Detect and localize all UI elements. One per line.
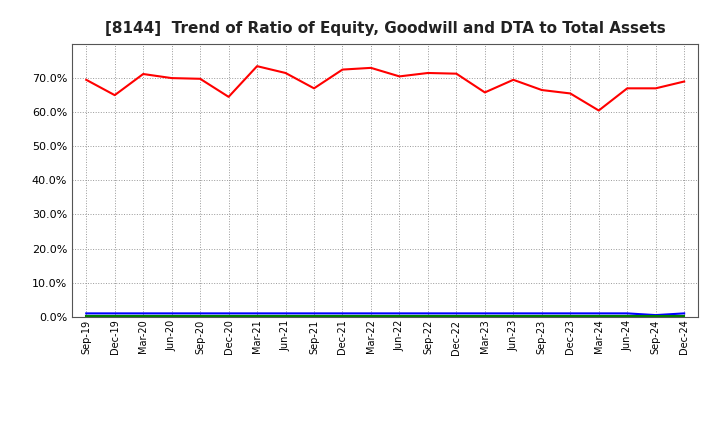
Equity: [225, 94, 233, 99]
Goodwill: [395, 311, 404, 316]
Equity: [139, 71, 148, 77]
Goodwill: [452, 311, 461, 316]
Goodwill: [623, 311, 631, 316]
Goodwill: [566, 311, 575, 316]
Equity: [537, 88, 546, 93]
Goodwill: [196, 311, 204, 316]
Equity: [196, 76, 204, 81]
Legend: Equity, Goodwill, Deferred Tax Assets: Equity, Goodwill, Deferred Tax Assets: [197, 438, 574, 440]
Deferred Tax Assets: [366, 313, 375, 319]
Deferred Tax Assets: [310, 313, 318, 319]
Goodwill: [366, 311, 375, 316]
Deferred Tax Assets: [480, 313, 489, 319]
Goodwill: [167, 311, 176, 316]
Deferred Tax Assets: [196, 313, 204, 319]
Deferred Tax Assets: [652, 313, 660, 319]
Deferred Tax Assets: [566, 313, 575, 319]
Equity: [480, 90, 489, 95]
Equity: [310, 86, 318, 91]
Deferred Tax Assets: [595, 313, 603, 319]
Equity: [423, 70, 432, 76]
Deferred Tax Assets: [338, 313, 347, 319]
Title: [8144]  Trend of Ratio of Equity, Goodwill and DTA to Total Assets: [8144] Trend of Ratio of Equity, Goodwil…: [105, 21, 665, 36]
Goodwill: [310, 311, 318, 316]
Line: Goodwill: Goodwill: [86, 313, 684, 315]
Equity: [253, 63, 261, 69]
Deferred Tax Assets: [139, 313, 148, 319]
Deferred Tax Assets: [395, 313, 404, 319]
Equity: [282, 70, 290, 76]
Goodwill: [110, 311, 119, 316]
Equity: [167, 76, 176, 81]
Deferred Tax Assets: [509, 313, 518, 319]
Equity: [338, 67, 347, 72]
Goodwill: [680, 311, 688, 316]
Deferred Tax Assets: [253, 313, 261, 319]
Equity: [452, 71, 461, 76]
Equity: [595, 108, 603, 113]
Deferred Tax Assets: [282, 313, 290, 319]
Goodwill: [225, 311, 233, 316]
Equity: [395, 74, 404, 79]
Goodwill: [537, 311, 546, 316]
Deferred Tax Assets: [225, 313, 233, 319]
Deferred Tax Assets: [680, 313, 688, 319]
Deferred Tax Assets: [110, 313, 119, 319]
Goodwill: [253, 311, 261, 316]
Goodwill: [338, 311, 347, 316]
Line: Equity: Equity: [86, 66, 684, 110]
Goodwill: [595, 311, 603, 316]
Goodwill: [139, 311, 148, 316]
Equity: [566, 91, 575, 96]
Equity: [82, 77, 91, 82]
Goodwill: [82, 311, 91, 316]
Equity: [623, 86, 631, 91]
Equity: [366, 65, 375, 70]
Goodwill: [282, 311, 290, 316]
Equity: [680, 79, 688, 84]
Goodwill: [480, 311, 489, 316]
Deferred Tax Assets: [537, 313, 546, 319]
Goodwill: [509, 311, 518, 316]
Deferred Tax Assets: [82, 313, 91, 319]
Deferred Tax Assets: [452, 313, 461, 319]
Goodwill: [652, 312, 660, 318]
Deferred Tax Assets: [167, 313, 176, 319]
Deferred Tax Assets: [623, 313, 631, 319]
Deferred Tax Assets: [423, 313, 432, 319]
Equity: [509, 77, 518, 82]
Equity: [110, 92, 119, 98]
Goodwill: [423, 311, 432, 316]
Equity: [652, 86, 660, 91]
